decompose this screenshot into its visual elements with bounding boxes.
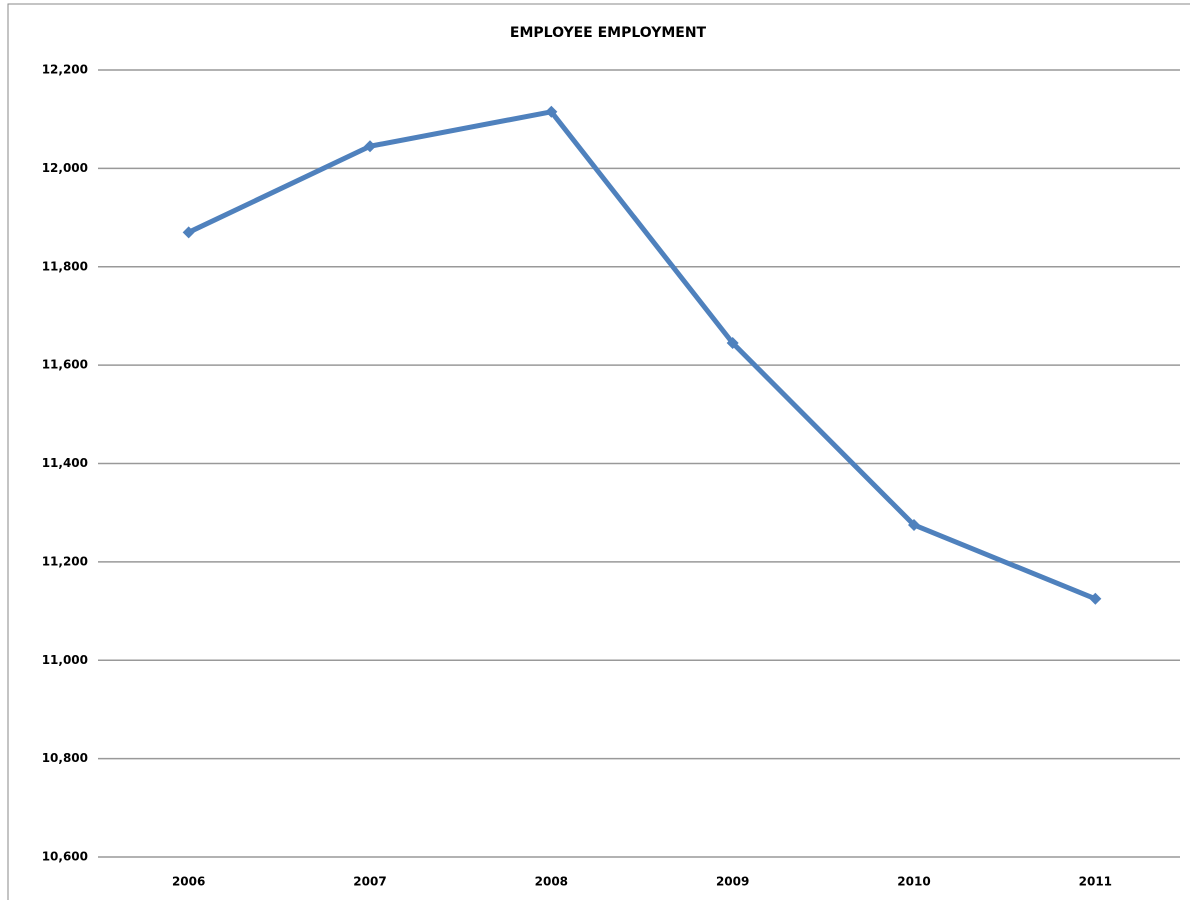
- y-tick-label: 10,800: [42, 751, 88, 765]
- data-point: [1089, 592, 1102, 605]
- chart-frame: [7, 3, 1190, 900]
- data-point: [545, 105, 558, 118]
- x-tick-label: 2007: [353, 875, 386, 889]
- y-tick-label: 12,200: [42, 63, 88, 77]
- y-tick-label: 11,800: [42, 259, 88, 273]
- chart-title: EMPLOYEE EMPLOYMENT: [510, 25, 707, 41]
- x-tick-label: 2006: [172, 875, 205, 889]
- x-tick-label: 2010: [897, 875, 930, 889]
- y-tick-label: 11,200: [42, 554, 88, 568]
- y-tick-label: 12,000: [42, 161, 88, 175]
- y-tick-label: 11,600: [42, 358, 88, 372]
- data-point: [364, 140, 376, 153]
- y-tick-label: 11,400: [42, 456, 88, 470]
- y-tick-label: 10,600: [42, 850, 88, 864]
- y-tick-label: 11,000: [42, 653, 88, 667]
- x-tick-label: 2008: [535, 875, 568, 889]
- x-tick-label: 2011: [1079, 875, 1112, 889]
- x-tick-label: 2009: [716, 875, 749, 889]
- data-point: [908, 518, 920, 531]
- data-line: [187, 109, 1097, 602]
- data-point: [182, 226, 195, 239]
- data-point: [726, 336, 739, 349]
